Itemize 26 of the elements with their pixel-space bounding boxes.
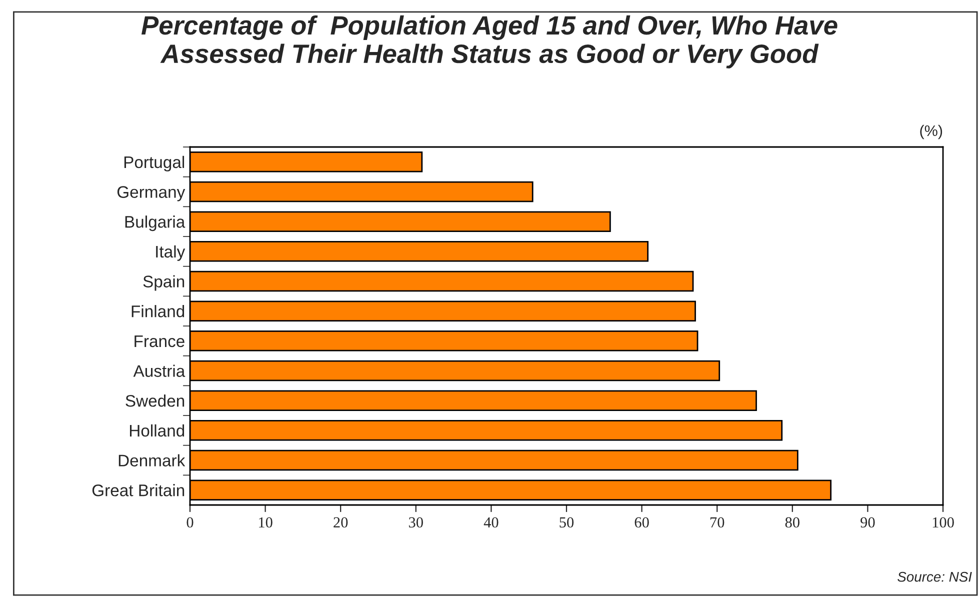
- y-tick-label: Italy: [156, 245, 186, 261]
- x-tick-label: 60: [634, 517, 649, 528]
- y-tick-label: Bulgaria: [125, 216, 186, 232]
- y-tick-label: Finland: [132, 305, 184, 318]
- y-tick-label: Sweden: [126, 394, 184, 407]
- y-tick-label: Spain: [143, 275, 184, 291]
- y-tick-label: Denmark: [118, 454, 186, 466]
- chart-title: Percentage of Population Aged 15 and Over, Who Have Assessed Their Health Status as Good or Very Good: [141, 15, 838, 68]
- y-tick-label: Great Britain: [92, 484, 184, 496]
- y-tick-label: Portugal: [124, 156, 184, 172]
- x-tick-label: 100: [932, 517, 954, 528]
- x-tick-label: 50: [560, 517, 574, 528]
- x-tick-label: 20: [334, 517, 348, 528]
- x-axis-title: (%): [920, 124, 942, 140]
- y-tick-label: France: [134, 335, 184, 348]
- x-tick-label: 70: [710, 517, 724, 528]
- x-tick-label: 80: [785, 517, 800, 528]
- source-note: Source: NSI: [898, 572, 972, 582]
- x-tick-label: 30: [408, 517, 423, 528]
- x-tick-label: 10: [259, 517, 272, 528]
- y-tick-label: Austria: [133, 364, 186, 377]
- y-tick-label: Germany: [117, 186, 186, 202]
- x-tick-label: 90: [860, 517, 875, 528]
- x-tick-label: 0: [186, 517, 194, 528]
- x-tick-label: 40: [484, 517, 498, 528]
- y-tick-label: Holland: [130, 424, 184, 437]
